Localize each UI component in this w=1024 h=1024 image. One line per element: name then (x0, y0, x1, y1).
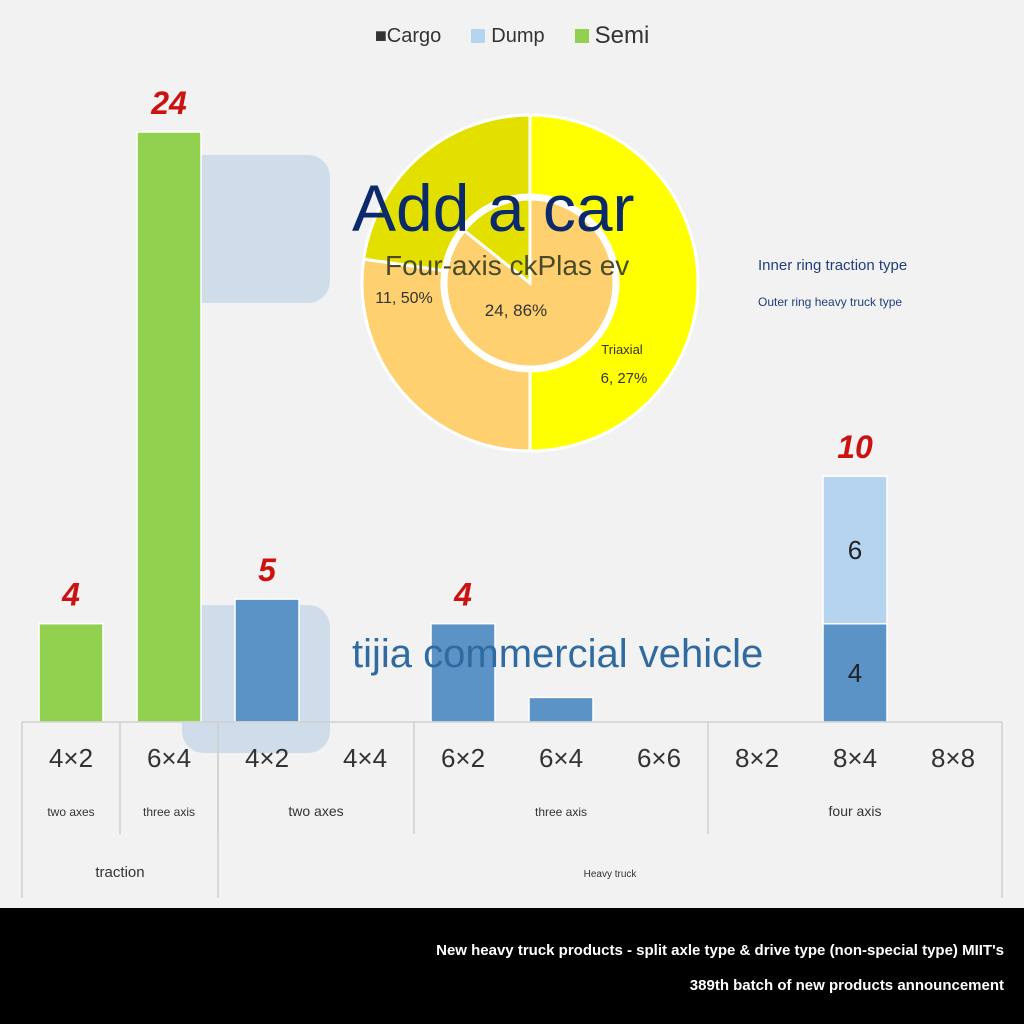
outer-ring-label-0: 11, 50% (375, 290, 433, 307)
bar-dump-8 (822, 475, 888, 625)
x-tick-label-1: 6×4 (147, 743, 191, 773)
outer-ring-slice-1 (360, 257, 532, 453)
legend-item-semi: Semi (574, 22, 650, 50)
bar-cargo-2 (234, 598, 300, 723)
bar-total-label-3: 4 (453, 577, 472, 613)
outer-ring-slice-0 (528, 113, 700, 453)
legend-label-semi: Semi (594, 22, 650, 49)
footer-line-1: New heavy truck products - split axle ty… (436, 942, 1004, 959)
legend-swatch-dump (471, 29, 486, 43)
bar-total-label-1: 24 (150, 85, 187, 121)
bar-semi-1 (136, 131, 202, 723)
legend-swatch-semi (574, 29, 589, 43)
footer-caption: New heavy truck products - split axle ty… (0, 908, 1024, 1024)
bar-segment-label-1: 4 (848, 658, 862, 688)
outer-ring-label-1: 6, 27% (601, 370, 648, 387)
group-label-1: three axis (143, 805, 195, 819)
x-tick-label-7: 8×2 (735, 743, 779, 773)
group-label-2: two axes (288, 803, 343, 819)
bar-total-label-4: 10 (837, 429, 873, 465)
x-tick-label-6: 6×6 (637, 743, 681, 773)
chart-legend: ■Cargo Dump Semi (0, 22, 1024, 50)
overlay-title: Add a car (352, 171, 635, 245)
segment-label-0: traction (95, 864, 144, 881)
overlay-subtitle: Four-axis ckPlas ev (385, 250, 630, 281)
x-tick-label-3: 4×4 (343, 743, 387, 773)
x-tick-label-0: 4×2 (49, 743, 93, 773)
inner-ring-slice-1 (462, 197, 532, 287)
segment-label-1: Heavy truck (584, 869, 638, 880)
footer-line-2: 389th batch of new products announcement (689, 977, 1004, 994)
watermark-text: tijia commercial vehicle (352, 632, 764, 676)
donut-ring-divider (442, 195, 618, 371)
inner-ring-label: 24, 86% (485, 301, 547, 320)
bar-total-label-0: 4 (61, 577, 80, 613)
outer-ring-name-1: Triaxial (601, 342, 643, 357)
outer-ring-slice-2 (362, 113, 532, 273)
group-label-0: two axes (47, 805, 94, 819)
x-tick-label-2: 4×2 (245, 743, 289, 773)
legend-label-cargo: ■Cargo (374, 24, 442, 47)
group-label-3: three axis (535, 805, 587, 819)
legend-item-dump: Dump (471, 24, 545, 48)
watermark-logo-top (182, 155, 330, 303)
bar-semi-0 (38, 622, 104, 723)
inner-ring-note: Inner ring traction type (758, 257, 908, 274)
group-label-4: four axis (829, 803, 882, 819)
bar-cargo-4 (430, 622, 496, 723)
outer-ring-note: Outer ring heavy truck type (758, 295, 903, 309)
bar-cargo-5 (528, 696, 594, 723)
legend-item-cargo: ■Cargo (375, 25, 442, 48)
x-tick-label-9: 8×8 (931, 743, 975, 773)
bar-segment-label-0: 6 (848, 535, 862, 565)
legend-label-dump: Dump (491, 24, 545, 47)
x-tick-label-8: 8×4 (833, 743, 877, 773)
x-tick-label-5: 6×4 (539, 743, 583, 773)
bar-total-label-2: 5 (258, 552, 277, 588)
x-tick-label-4: 6×2 (441, 743, 485, 773)
